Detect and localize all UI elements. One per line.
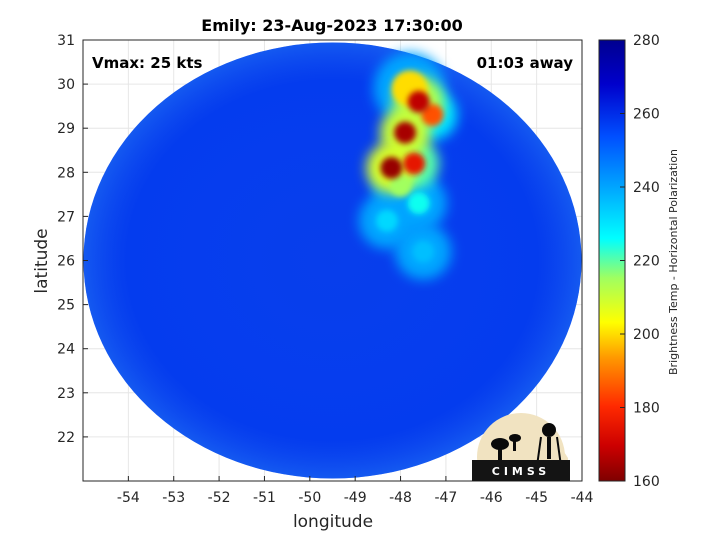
y-tick-label: 31 <box>57 33 75 49</box>
x-tick-label: -47 <box>434 490 457 506</box>
x-tick-label: -46 <box>480 490 503 506</box>
y-tick-label: 26 <box>57 254 75 270</box>
x-tick-label: -45 <box>525 490 548 506</box>
y-tick-label: 28 <box>57 165 75 181</box>
colorbar: 160 180 200 220 240 260 280 Brightness Temp - … <box>598 33 680 490</box>
cimss-logo: CIMSS <box>472 413 570 481</box>
logo-text: CIMSS <box>492 465 550 478</box>
y-axis: 22 23 24 25 26 27 28 29 30 31 <box>57 33 88 446</box>
y-tick-label: 24 <box>57 342 75 358</box>
colorbar-tick-label: 200 <box>633 327 660 343</box>
time-away-annotation: 01:03 away <box>477 54 574 72</box>
y-tick-label: 23 <box>57 386 75 402</box>
cold-cloud-point <box>380 156 403 179</box>
x-tick-label: -54 <box>117 490 140 506</box>
y-tick-label: 25 <box>57 298 75 314</box>
colorbar-tick-label: 160 <box>633 474 660 490</box>
cold-cloud-point <box>389 174 412 197</box>
y-tick-label: 29 <box>57 121 75 137</box>
swath-limb-shading <box>83 42 582 479</box>
colorbar-tick-label: 260 <box>633 107 660 123</box>
colorbar-tick-label: 220 <box>633 254 660 270</box>
x-axis: -54 -53 -52 -51 -50 -49 -48 -47 -46 -45 -44 <box>117 476 594 506</box>
vmax-annotation: Vmax: 25 kts <box>92 54 202 72</box>
x-tick-label: -49 <box>344 490 367 506</box>
x-tick-label: -48 <box>389 490 412 506</box>
y-tick-label: 27 <box>57 209 75 225</box>
x-tick-label: -52 <box>208 490 231 506</box>
y-tick-label: 30 <box>57 77 75 93</box>
chart-title: Emily: 23-Aug-2023 17:30:00 <box>201 16 462 35</box>
cold-cloud-point <box>375 209 398 232</box>
cold-cloud-point <box>394 121 417 144</box>
x-tick-label: -51 <box>253 490 276 506</box>
x-tick-label: -53 <box>162 490 185 506</box>
colorbar-tick-label: 280 <box>633 33 660 49</box>
cold-cloud-point <box>412 240 435 263</box>
colorbar-tick-label: 180 <box>633 401 660 417</box>
cold-cloud-point <box>403 152 426 175</box>
cold-cloud-point <box>421 103 444 126</box>
colorbar-tick-label: 240 <box>633 180 660 196</box>
y-tick-label: 22 <box>57 430 75 446</box>
swath <box>83 42 582 479</box>
cold-cloud-point <box>407 192 430 215</box>
colorbar-title: Brightness Temp - Horizontal Polarizatio… <box>667 149 680 375</box>
cold-cloud-point <box>407 90 430 113</box>
x-tick-label: -50 <box>298 490 321 506</box>
y-axis-title: latitude <box>32 228 52 293</box>
x-axis-title: longitude <box>293 512 373 532</box>
x-tick-label: -44 <box>571 490 594 506</box>
